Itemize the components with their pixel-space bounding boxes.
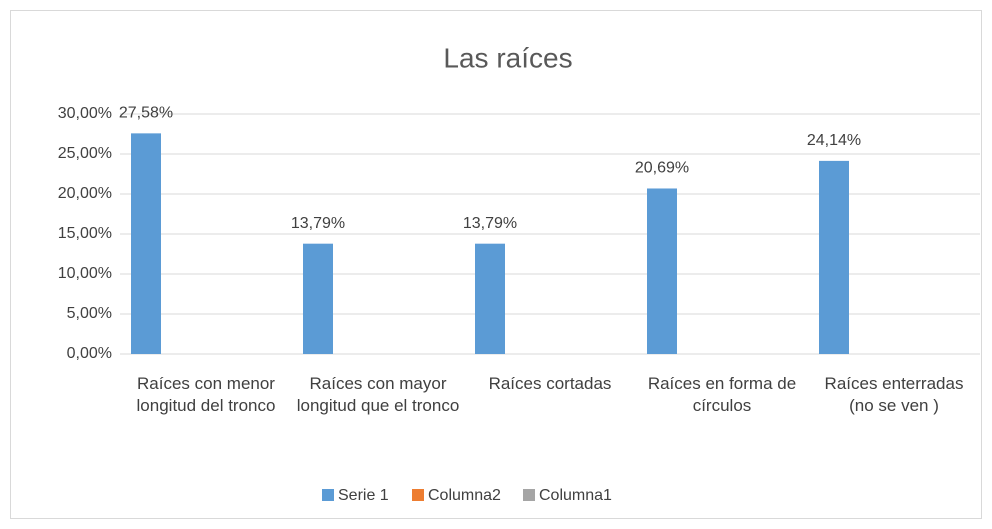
y-tick-label: 5,00% bbox=[67, 305, 112, 322]
chart-title: Las raíces bbox=[443, 42, 572, 73]
data-label: 24,14% bbox=[807, 132, 861, 149]
y-tick-label: 0,00% bbox=[67, 345, 112, 362]
legend-label: Columna2 bbox=[428, 487, 501, 504]
x-tick-label: Raíces con mayor longitud que el tronco bbox=[296, 374, 460, 415]
data-label: 13,79% bbox=[291, 215, 345, 232]
data-label: 13,79% bbox=[463, 215, 517, 232]
bar bbox=[131, 133, 161, 354]
legend-swatch bbox=[322, 489, 334, 501]
bar bbox=[475, 243, 505, 354]
y-tick-label: 30,00% bbox=[58, 105, 112, 122]
x-tick-label: Raíces en forma de círculos bbox=[647, 374, 797, 415]
bar bbox=[819, 160, 849, 354]
x-tick-label: Raíces con menor longitud del tronco bbox=[136, 374, 276, 415]
y-tick-label: 10,00% bbox=[58, 265, 112, 282]
y-tick-label: 25,00% bbox=[58, 145, 112, 162]
legend-label: Serie 1 bbox=[338, 487, 389, 504]
data-label: 20,69% bbox=[635, 160, 689, 177]
legend-swatch bbox=[412, 489, 424, 501]
legend-label: Columna1 bbox=[539, 487, 612, 504]
x-tick-label: Raíces enterradas (no se ven ) bbox=[824, 374, 964, 415]
x-tick-label: Raíces cortadas bbox=[488, 374, 612, 393]
bar bbox=[647, 188, 677, 354]
bar bbox=[303, 243, 333, 354]
data-label: 27,58% bbox=[119, 105, 173, 122]
legend-swatch bbox=[523, 489, 535, 501]
y-tick-label: 15,00% bbox=[58, 225, 112, 242]
y-tick-label: 20,00% bbox=[58, 185, 112, 202]
